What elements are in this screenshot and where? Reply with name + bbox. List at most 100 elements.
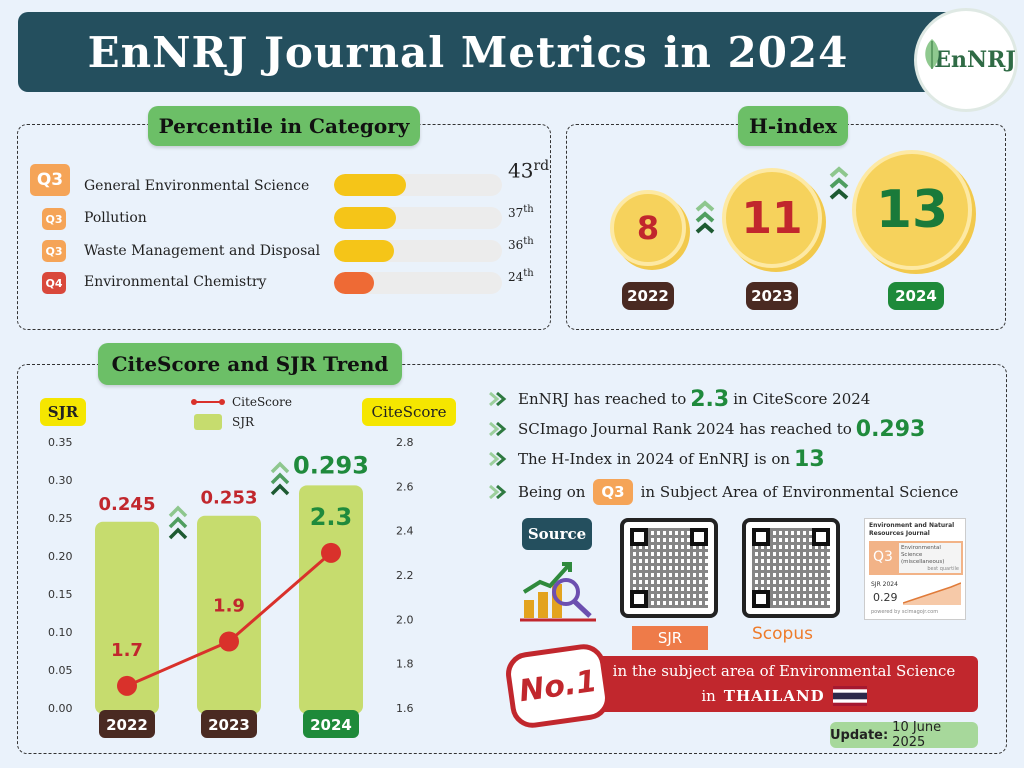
bullet-text: EnNRJ has reached to: [518, 390, 687, 408]
ranking-line-2: in THAILAND: [598, 686, 970, 706]
data-labels: 0.245 0.253 0.293 1.7 1.9 2.3: [99, 451, 369, 661]
hindex-circle-2024: 13: [852, 150, 972, 270]
left-axis-ticks: 0.35 0.30 0.25 0.20 0.15 0.10 0.05 0.00: [48, 436, 73, 715]
quartile-badge: Q4: [42, 272, 66, 294]
x-category-badge: [201, 710, 257, 738]
bullet-value: 13: [794, 446, 825, 472]
legend-bar-swatch: [194, 414, 222, 430]
legend-item: SJR: [190, 412, 292, 432]
right-tick-label: 2.4: [396, 525, 414, 538]
arrow-right-icon: [489, 421, 507, 437]
increase-chevrons: [828, 166, 850, 206]
trend-panel: [17, 364, 1007, 754]
arrow-right-icon: [489, 451, 507, 467]
percentile-rank: 43rd: [508, 158, 549, 183]
legend-label: SJR: [232, 415, 255, 429]
left-tick-label: 0.10: [48, 626, 73, 639]
list-item: The H-Index in 2024 of EnNRJ is on 13: [488, 444, 958, 474]
right-tick-label: 1.8: [396, 658, 414, 671]
x-category-label: 2023: [208, 716, 250, 734]
percentile-heading: Percentile in Category: [148, 106, 420, 146]
arrow-right-icon: [489, 484, 507, 500]
percentile-rank: 36th: [508, 236, 534, 252]
category-label: Pollution: [84, 210, 147, 226]
quartile-badge: Q3: [42, 240, 66, 262]
left-tick-label: 0.30: [48, 474, 73, 487]
leaf-icon: [925, 39, 939, 69]
left-axis-title: SJR: [40, 398, 86, 426]
no1-badge: No.1: [503, 641, 613, 731]
hindex-circle-2022: 8: [610, 190, 686, 266]
percentile-bar: [334, 272, 502, 294]
chart-legend: CiteScore SJR: [190, 394, 292, 432]
bullet-text: Being on: [518, 483, 586, 501]
arrow-right-icon: [489, 391, 507, 407]
sjr-bars: [95, 485, 363, 714]
chevron-up-icon: [270, 461, 290, 474]
right-tick-label: 1.6: [396, 702, 414, 715]
x-category-badge: [303, 710, 359, 738]
left-tick-label: 0.05: [48, 664, 73, 677]
x-categories: 2022 2023 2024: [99, 710, 359, 738]
hindex-value: 13: [875, 180, 949, 240]
chart-chevrons: [168, 461, 290, 540]
right-tick-label: 2.0: [396, 613, 414, 626]
scopus-qr-code[interactable]: [742, 518, 840, 618]
ranking-line-1: in the subject area of Environmental Sci…: [612, 662, 956, 680]
update-badge: Update: 10 June 2025: [830, 720, 978, 750]
bullet-text: SCImago Journal Rank 2024 has reached to: [518, 420, 852, 438]
rank-number: 37: [508, 206, 524, 220]
sjr-bar: [299, 485, 363, 714]
chevron-up-icon: [829, 166, 849, 200]
highlights-list: EnNRJ has reached to 2.3 in CiteScore 20…: [488, 384, 958, 510]
citescore-value-label: 1.7: [111, 640, 143, 661]
sjr-widget-sparkline: [903, 582, 961, 605]
rank-suffix: th: [523, 236, 534, 247]
percentile-bar-fill: [334, 272, 375, 294]
legend-line-swatch: [191, 399, 225, 405]
sjr-value-label: 0.245: [99, 494, 156, 515]
source-label: Source: [522, 518, 592, 550]
percentile-rank: 24th: [508, 268, 534, 284]
title-banner: [18, 12, 978, 92]
left-tick-label: 0.00: [48, 702, 73, 715]
year-badge: 2024: [888, 282, 944, 310]
chevron-up-icon: [168, 527, 188, 540]
citescore-line: [117, 542, 341, 696]
hindex-heading: H-index: [738, 106, 848, 146]
percentile-bar: [334, 174, 502, 196]
year-badge: 2023: [746, 282, 798, 310]
hindex-circle-2023: 11: [722, 168, 822, 268]
right-tick-label: 2.8: [396, 436, 414, 449]
left-tick-label: 0.35: [48, 436, 73, 449]
sjr-qr-code[interactable]: [620, 518, 718, 618]
year-badge: 2022: [622, 282, 674, 310]
sjr-link-label[interactable]: SJR: [632, 626, 708, 650]
ranking-country: THAILAND: [723, 687, 825, 705]
logo-text: EnNRJ: [934, 47, 1016, 73]
rank-suffix: th: [523, 204, 534, 215]
chevron-up-icon: [168, 516, 188, 529]
chevron-up-icon: [270, 472, 290, 485]
ranking-banner: [590, 656, 978, 712]
sjr-bar: [95, 521, 159, 714]
scopus-link-label[interactable]: Scopus: [752, 624, 813, 644]
sjr-widget-year: SJR 2024: [871, 581, 898, 588]
list-item: Being on Q3 in Subject Area of Environme…: [488, 474, 958, 510]
bullet-text: The H-Index in 2024 of EnNRJ is on: [518, 450, 791, 468]
update-date: 10 June 2025: [892, 720, 942, 750]
no1-badge-text: No.1: [516, 663, 600, 709]
quartile-badge: Q3: [42, 208, 66, 230]
left-tick-label: 0.20: [48, 550, 73, 563]
rank-suffix: rd: [533, 158, 550, 174]
right-axis-ticks: 2.8 2.6 2.4 2.2 2.0 1.8 1.6: [396, 436, 414, 715]
percentile-bar: [334, 240, 502, 262]
chevron-up-icon: [168, 505, 188, 518]
citescore-point: [219, 631, 239, 652]
right-tick-label: 2.6: [396, 480, 414, 493]
rank-suffix: th: [523, 268, 534, 279]
sjr-widget: Environment and Natural Resources Journa…: [864, 518, 966, 620]
sjr-widget-quartile: Q3 Environmental Science (miscellaneous)…: [869, 541, 963, 575]
sjr-widget-title: Environment and Natural Resources Journa…: [869, 522, 955, 537]
trend-heading: CiteScore and SJR Trend: [98, 343, 402, 385]
